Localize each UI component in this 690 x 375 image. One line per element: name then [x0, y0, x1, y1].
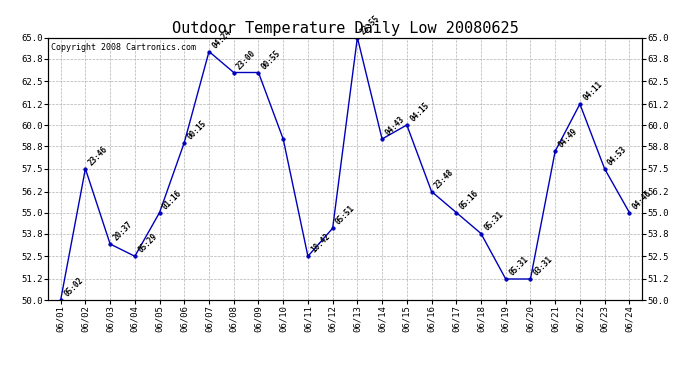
Text: 23:00: 23:00 — [235, 48, 258, 71]
Text: 04:53: 04:53 — [606, 145, 629, 167]
Text: 23:46: 23:46 — [87, 145, 110, 167]
Text: 05:31: 05:31 — [507, 255, 530, 278]
Text: 05:51: 05:51 — [334, 204, 357, 227]
Text: 00:15: 00:15 — [186, 118, 208, 141]
Text: 00:55: 00:55 — [260, 48, 283, 71]
Text: Copyright 2008 Cartronics.com: Copyright 2008 Cartronics.com — [51, 43, 196, 52]
Text: 05:31: 05:31 — [482, 209, 505, 232]
Text: 04:11: 04:11 — [581, 80, 604, 103]
Text: 23:48: 23:48 — [433, 167, 455, 190]
Text: 05:02: 05:02 — [62, 276, 85, 298]
Title: Outdoor Temperature Daily Low 20080625: Outdoor Temperature Daily Low 20080625 — [172, 21, 518, 36]
Text: 01:16: 01:16 — [161, 188, 184, 211]
Text: 04:15: 04:15 — [408, 101, 431, 124]
Text: 04:24: 04:24 — [210, 27, 233, 50]
Text: 04:49: 04:49 — [557, 127, 580, 150]
Text: 05:16: 05:16 — [457, 188, 480, 211]
Text: 03:31: 03:31 — [532, 255, 555, 278]
Text: 18:42: 18:42 — [309, 232, 332, 255]
Text: 04:43: 04:43 — [384, 115, 406, 138]
Text: 20:37: 20:37 — [112, 220, 135, 243]
Text: 05:29: 05:29 — [136, 232, 159, 255]
Text: 23:55: 23:55 — [359, 13, 382, 36]
Text: 04:46: 04:46 — [631, 188, 653, 211]
